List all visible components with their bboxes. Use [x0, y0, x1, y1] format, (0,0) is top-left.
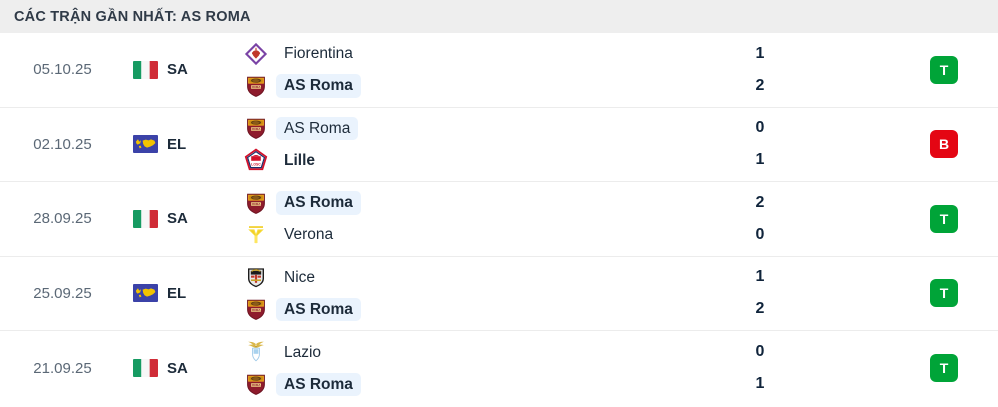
svg-text:ROMA: ROMA [252, 85, 262, 89]
score-away: 1 [755, 151, 765, 169]
team-home[interactable]: Lazio [244, 339, 630, 365]
match-date: 21.09.25 [33, 359, 92, 377]
match-row[interactable]: 28.09.25 SA ROMA AS Roma Verona 2 0 T [0, 182, 998, 257]
svg-text:ROMA: ROMA [252, 308, 262, 312]
panel-header: CÁC TRẬN GẦN NHẤT: AS ROMA [0, 0, 998, 33]
italy-flag-icon [133, 209, 158, 228]
nice-logo-icon [244, 265, 268, 289]
result-cell: T [890, 55, 998, 84]
match-date: 25.09.25 [33, 284, 92, 302]
fiorentina-logo-icon [244, 42, 268, 66]
competition: SA [125, 359, 230, 378]
team-away[interactable]: LOSC Lille [244, 147, 630, 173]
lille-logo-icon: LOSC [244, 148, 268, 172]
score-home: 0 [755, 343, 765, 361]
match-row[interactable]: 02.10.25 EL ROMA AS Roma LOSC Lille 0 1 B [0, 107, 998, 182]
score-home: 0 [755, 119, 765, 137]
svg-text:ROMA: ROMA [252, 202, 262, 206]
result-cell: T [890, 204, 998, 233]
score-home: 2 [755, 193, 765, 211]
team-away[interactable]: ROMA AS Roma [244, 371, 630, 397]
score-home: 1 [755, 268, 765, 286]
europa-league-flag-icon [133, 284, 158, 303]
italy-flag-icon [133, 359, 158, 378]
team-name: AS Roma [276, 191, 361, 215]
as-roma-logo-icon: ROMA [244, 74, 268, 98]
team-name: Lille [284, 151, 316, 169]
teams: ROMA AS Roma LOSC Lille [230, 115, 630, 173]
team-home[interactable]: ROMA AS Roma [244, 190, 630, 216]
match-date: 05.10.25 [33, 61, 92, 79]
competition: EL [125, 135, 230, 154]
svg-text:ROMA: ROMA [252, 127, 262, 131]
team-away[interactable]: ROMA AS Roma [244, 73, 630, 99]
result-cell: T [890, 354, 998, 383]
team-name: AS Roma [276, 74, 361, 98]
score-away: 1 [755, 375, 765, 393]
as-roma-logo-icon: ROMA [244, 297, 268, 321]
team-home[interactable]: Nice [244, 264, 630, 290]
score-away: 2 [755, 300, 765, 318]
match-date: 02.10.25 [33, 135, 92, 153]
page-title: CÁC TRẬN GẦN NHẤT: AS ROMA [14, 8, 251, 25]
match-list: 05.10.25 SA Fiorentina ROMA AS Roma 1 2 T 02… [0, 33, 998, 406]
team-name: Nice [284, 268, 316, 286]
team-name: Lazio [284, 343, 322, 361]
team-away[interactable]: ROMA AS Roma [244, 296, 630, 322]
match-row[interactable]: 25.09.25 EL Nice ROMA AS Roma 1 2 T [0, 256, 998, 331]
as-roma-logo-icon: ROMA [244, 372, 268, 396]
team-name: Verona [284, 226, 334, 243]
as-roma-logo-icon: ROMA [244, 191, 268, 215]
team-name: AS Roma [276, 116, 359, 140]
lazio-logo-icon [244, 340, 268, 364]
competition-code: SA [167, 359, 188, 377]
match-row[interactable]: 21.09.25 SA Lazio ROMA AS Roma 0 1 T [0, 331, 998, 406]
status-badge: B [930, 130, 958, 159]
europa-league-flag-icon [133, 135, 158, 154]
teams: Fiorentina ROMA AS Roma [230, 41, 630, 99]
result-cell: B [890, 130, 998, 159]
status-badge: T [930, 279, 958, 308]
teams: Nice ROMA AS Roma [230, 264, 630, 322]
competition-code: SA [167, 210, 188, 228]
team-name: Fiorentina [284, 45, 353, 62]
teams: Lazio ROMA AS Roma [230, 339, 630, 397]
score-away: 2 [755, 76, 765, 94]
competition-code: EL [167, 284, 187, 302]
result-cell: T [890, 279, 998, 308]
competition: EL [125, 284, 230, 303]
competition: SA [125, 60, 230, 79]
verona-logo-icon [244, 223, 268, 247]
competition: SA [125, 209, 230, 228]
score-home: 1 [755, 44, 765, 62]
match-date: 28.09.25 [33, 210, 92, 228]
competition-code: SA [167, 61, 188, 79]
svg-text:LOSC: LOSC [251, 163, 261, 167]
svg-text:ROMA: ROMA [252, 383, 262, 387]
team-away[interactable]: Verona [244, 222, 630, 248]
match-row[interactable]: 05.10.25 SA Fiorentina ROMA AS Roma 1 2 T [0, 33, 998, 108]
italy-flag-icon [133, 60, 158, 79]
team-home[interactable]: ROMA AS Roma [244, 115, 630, 141]
as-roma-logo-icon: ROMA [244, 116, 268, 140]
teams: ROMA AS Roma Verona [230, 190, 630, 248]
team-home[interactable]: Fiorentina [244, 41, 630, 67]
team-name: AS Roma [276, 297, 361, 321]
status-badge: T [930, 55, 958, 84]
status-badge: T [930, 354, 958, 383]
competition-code: EL [167, 135, 187, 153]
status-badge: T [930, 204, 958, 233]
score-away: 0 [755, 225, 765, 243]
team-name: AS Roma [276, 372, 361, 396]
